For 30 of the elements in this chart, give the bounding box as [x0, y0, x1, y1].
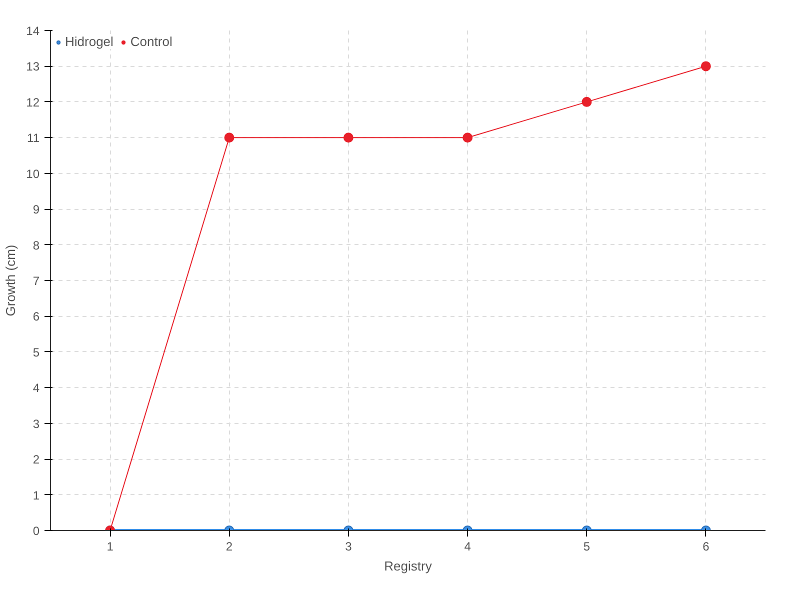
x-tick-label: 1: [106, 540, 114, 554]
y-tick-label: 6: [32, 310, 40, 324]
y-tick-label: 2: [32, 452, 40, 467]
y-tick-label: 13: [26, 60, 40, 74]
point: [582, 96, 592, 107]
legend-label: Control: [130, 34, 172, 49]
x-tick-label: 2: [226, 540, 233, 554]
legend-label: Hidrogel: [65, 34, 114, 49]
y-tick-label: 0: [32, 524, 40, 538]
x-tick-label: 6: [702, 540, 710, 554]
y-tick-label: 1: [32, 488, 40, 502]
point: [224, 132, 234, 143]
x-axis-title: Registry: [384, 558, 432, 574]
point: [462, 132, 473, 143]
y-tick-label: 11: [27, 131, 40, 146]
y-tick-label: 14: [26, 24, 40, 38]
y-tick-label: 3: [32, 416, 40, 431]
y-tick-label: 9: [32, 202, 40, 217]
x-tick-label: 5: [583, 540, 590, 554]
x-tick-label: 4: [464, 540, 472, 554]
y-tick-label: 12: [26, 95, 40, 110]
point: [343, 132, 354, 143]
y-tick-label: 8: [32, 238, 40, 252]
y-tick-label: 4: [32, 381, 40, 396]
y-tick-label: 7: [32, 274, 40, 288]
y-tick-label: 5: [32, 345, 40, 360]
y-tick-label: 10: [26, 166, 40, 181]
point: [700, 61, 711, 72]
y-axis-title: Growth (cm): [3, 244, 18, 316]
x-tick-label: 3: [345, 540, 352, 554]
